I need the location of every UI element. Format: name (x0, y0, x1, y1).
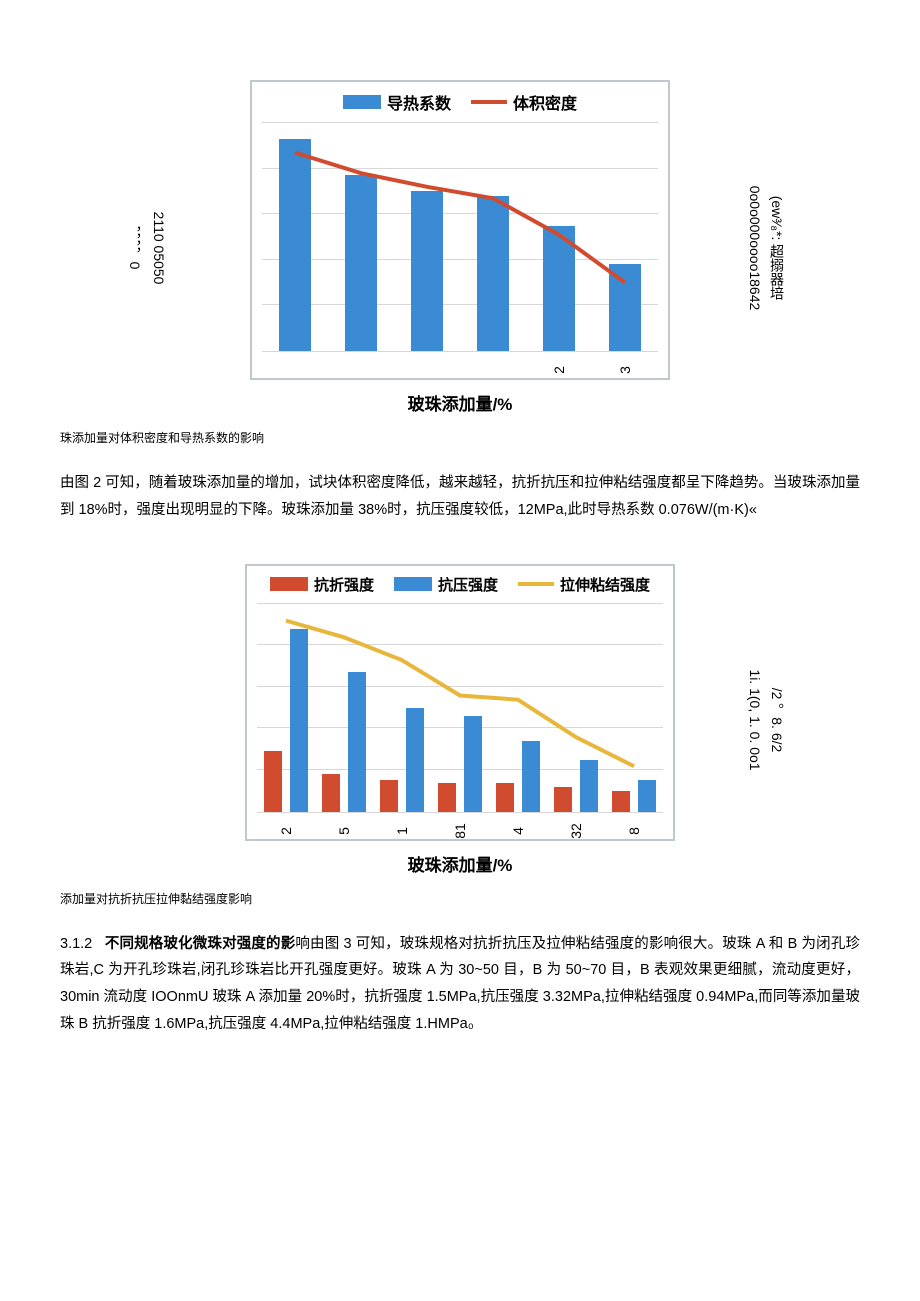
x-tick-label: 1 (394, 821, 410, 841)
chart1-xlabels: 23 (262, 362, 658, 378)
legend-item: 导热系数 (343, 90, 451, 114)
legend-swatch-bar (270, 577, 308, 591)
x-tick-label (287, 360, 303, 380)
chart2-x-axis-title: 玻珠添加量/% (180, 851, 740, 876)
chart1-container: ，，，，0 2110 05050 (ew³⁄₈*: 超搦器培 0o0o000oo… (180, 80, 740, 415)
line-plot (257, 604, 663, 812)
section-number: 3.1.2 (60, 936, 92, 952)
paragraph-2: 3.1.2 不同规格玻化微珠对强度的影响由图 3 可知，玻珠规格对抗折抗压及拉伸… (60, 931, 860, 1038)
section-title: 不同规格玻化微珠对强度的影 (105, 936, 296, 952)
chart2-box: 抗折强度 抗压强度 拉伸粘结强度 2 5 1 81 4 32 8 (245, 564, 675, 841)
legend-item: 抗折强度 (270, 574, 374, 595)
x-tick-label: 4 (510, 821, 526, 841)
x-tick-label (485, 360, 501, 380)
chart2-caption: 添加量对抗折抗压拉伸黏结强度影响 (60, 890, 860, 907)
line-plot (262, 123, 658, 351)
legend-label: 抗折强度 (314, 574, 374, 595)
chart1-box: 导热系数体积密度 23 (250, 80, 670, 380)
legend-label: 体积密度 (513, 90, 577, 114)
legend-label: 拉伸粘结强度 (560, 574, 650, 595)
chart1-caption: 珠添加量对体积密度和导热系数的影响 (60, 429, 860, 446)
chart2-container: /2 。8. 6/2 1i. 1(0, 1. 0. 0o1 抗折强度抗压强度拉伸… (180, 564, 740, 876)
paragraph-1: 由图 2 可知，随着玻珠添加量的增加，试块体积密度降低，越来越轻，抗折抗压和拉伸… (60, 470, 860, 524)
x-tick-label: 81 (452, 821, 468, 841)
chart2-xlabels: 2 5 1 81 4 32 8 (257, 823, 663, 839)
chart2-legend: 抗折强度 抗压强度 拉伸粘结强度 (247, 566, 673, 603)
legend-swatch-line (518, 582, 554, 586)
x-tick-label (353, 360, 369, 380)
chart1-right-col2: 0o0o000oooo18642 (746, 185, 764, 310)
x-tick-label (419, 360, 435, 380)
x-tick-label: 5 (336, 821, 352, 841)
x-tick-label: 3 (617, 360, 633, 380)
legend-swatch-bar (343, 95, 381, 109)
chart1-right-col1: (ew³⁄₈*: 超搦器培 (768, 195, 786, 300)
x-tick-label: 2 (278, 821, 294, 841)
x-tick-label: 32 (568, 821, 584, 841)
chart2-plot (257, 603, 663, 813)
chart1-legend: 导热系数 体积密度 (252, 82, 668, 122)
chart1-left-col1: ，，，，0 (126, 226, 144, 269)
legend-item: 抗压强度 (394, 574, 498, 595)
legend-label: 导热系数 (387, 90, 451, 114)
chart1-plot (262, 122, 658, 352)
legend-item: 拉伸粘结强度 (518, 574, 650, 595)
legend-item: 体积密度 (471, 90, 577, 114)
chart2-right-col1: /2 。8. 6/2 (768, 687, 786, 752)
legend-swatch-bar (394, 577, 432, 591)
legend-label: 抗压强度 (438, 574, 498, 595)
x-tick-label: 8 (626, 821, 642, 841)
x-tick-label: 2 (551, 360, 567, 380)
chart2-right-col2: 1i. 1(0, 1. 0. 0o1 (746, 669, 764, 770)
chart1-x-axis-title: 玻珠添加量/% (180, 390, 740, 415)
chart1-left-col2: 2110 05050 (150, 211, 168, 284)
legend-swatch-line (471, 100, 507, 104)
